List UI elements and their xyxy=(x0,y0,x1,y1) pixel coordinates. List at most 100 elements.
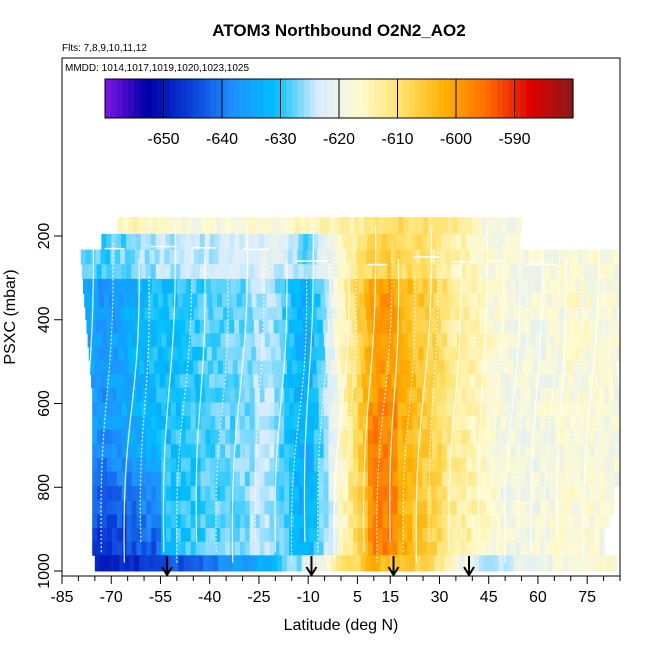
heatmap-cell xyxy=(136,500,142,515)
heatmap-cell xyxy=(610,293,617,308)
heatmap-cell xyxy=(274,457,280,473)
heatmap-cell xyxy=(376,249,382,265)
colorbar-cell xyxy=(537,79,545,118)
heatmap-cell xyxy=(384,293,390,308)
profile-marker-head xyxy=(305,566,318,577)
heatmap-cell xyxy=(370,555,376,572)
heatmap-cell xyxy=(96,264,103,280)
heatmap-cell xyxy=(318,387,325,403)
heatmap-cell xyxy=(269,528,275,543)
heatmap-cell xyxy=(555,416,561,431)
heatmap-cell xyxy=(323,444,330,459)
heatmap-cell xyxy=(420,374,427,389)
heatmap-cell xyxy=(393,278,399,295)
heatmap-cell xyxy=(572,360,578,375)
heatmap-cell xyxy=(584,387,590,403)
heatmap-cell xyxy=(204,319,211,334)
heatmap-cell xyxy=(372,457,379,473)
heatmap-cell xyxy=(295,346,301,362)
heatmap-cell xyxy=(267,555,273,572)
heatmap-cell xyxy=(195,387,202,403)
heatmap-cell xyxy=(555,278,562,295)
heatmap-cell xyxy=(417,402,423,417)
heatmap-cell xyxy=(244,514,251,529)
heatmap-cell xyxy=(225,402,231,417)
heatmap-cell xyxy=(549,264,556,280)
heatmap-cell xyxy=(471,514,477,529)
heatmap-cell xyxy=(326,249,333,265)
flight-track xyxy=(491,242,505,553)
heatmap-cell xyxy=(97,457,103,473)
heatmap-cell xyxy=(244,416,251,431)
heatmap-cell xyxy=(535,429,541,445)
heatmap-cell xyxy=(245,217,252,235)
heatmap-cell xyxy=(421,319,427,334)
heatmap-cell xyxy=(242,555,248,572)
heatmap-cell xyxy=(205,528,211,543)
heatmap-cell xyxy=(341,249,348,265)
heatmap-cell xyxy=(134,360,140,375)
colorbar-tick-marks xyxy=(163,79,515,118)
heatmap-cell xyxy=(131,429,138,445)
heatmap-cell xyxy=(323,541,330,556)
heatmap-cell xyxy=(525,471,531,487)
heatmap-cell xyxy=(604,500,610,515)
heatmap-cell xyxy=(106,264,112,280)
heatmap-cell xyxy=(412,514,418,529)
heatmap-cell xyxy=(520,429,526,445)
heatmap-cell xyxy=(318,233,324,251)
heatmap-cell xyxy=(121,457,128,473)
heatmap-cell xyxy=(518,249,525,265)
heatmap-cell xyxy=(427,429,433,445)
heatmap-cell xyxy=(304,333,310,348)
heatmap-cell xyxy=(466,541,472,556)
heatmap-cell xyxy=(579,402,586,417)
heatmap-cell xyxy=(298,444,305,459)
heatmap-cell xyxy=(303,457,310,473)
heatmap-cell xyxy=(111,541,118,556)
heatmap-cell xyxy=(515,416,522,431)
heatmap-cell xyxy=(303,500,310,515)
heatmap-cell xyxy=(489,249,495,265)
heatmap-cell xyxy=(451,457,458,473)
heatmap-cell xyxy=(495,387,502,403)
heatmap-cell xyxy=(559,541,566,556)
heatmap-cell xyxy=(614,402,620,417)
heatmap-cell xyxy=(597,555,603,572)
heatmap-cell xyxy=(329,278,335,295)
heatmap-cell xyxy=(175,402,182,417)
heatmap-cell xyxy=(495,402,502,417)
heatmap-cell xyxy=(160,319,166,334)
heatmap-cell xyxy=(385,249,392,265)
heatmap-cell xyxy=(427,444,433,459)
heatmap-cell xyxy=(461,471,467,487)
heatmap-cell xyxy=(352,374,358,389)
heatmap-cell xyxy=(444,555,450,572)
heatmap-cell xyxy=(417,333,423,348)
heatmap-cell xyxy=(209,319,215,334)
heatmap-cell xyxy=(427,471,433,487)
flight-track xyxy=(415,225,433,563)
heatmap-cell xyxy=(151,486,157,502)
heatmap-cell xyxy=(488,360,495,375)
colorbar-cell xyxy=(292,79,299,118)
colorbar-cell xyxy=(496,79,504,118)
heatmap-cell xyxy=(362,471,369,487)
heatmap-cell xyxy=(584,457,590,473)
heatmap-cell xyxy=(298,500,305,515)
heatmap-cell xyxy=(234,319,240,334)
heatmap-cell xyxy=(442,278,448,295)
heatmap-cell xyxy=(106,528,113,543)
heatmap-cell xyxy=(354,346,361,362)
flight-track xyxy=(363,225,377,553)
heatmap-cell xyxy=(298,528,305,543)
heatmap-cell xyxy=(412,278,419,295)
heatmap-cell xyxy=(190,402,197,417)
heatmap-cell xyxy=(230,416,236,431)
flight-track xyxy=(543,242,561,563)
heatmap-cell xyxy=(526,346,533,362)
colorbar-cell xyxy=(391,79,399,118)
heatmap-cell xyxy=(213,249,220,265)
heatmap-cell xyxy=(199,233,206,251)
heatmap-cell xyxy=(382,528,389,543)
